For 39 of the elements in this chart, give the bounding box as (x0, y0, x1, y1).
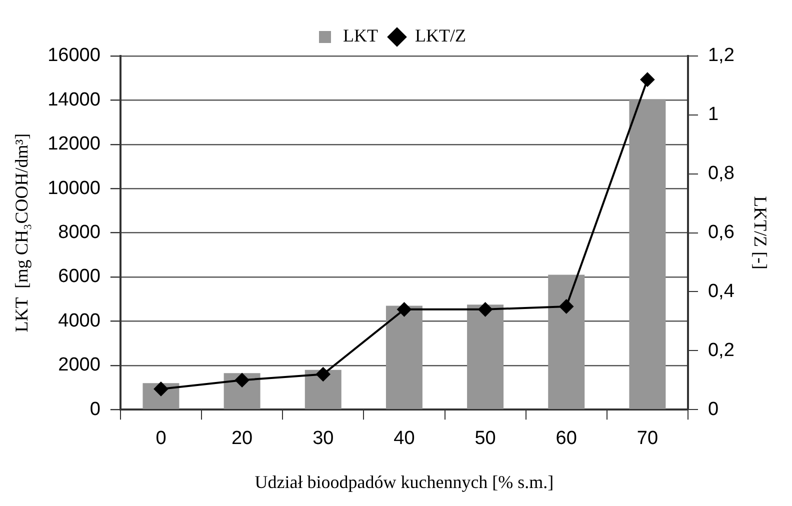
y-tick-label: 16000 (48, 45, 100, 66)
y2-tick-label: 1,2 (708, 45, 734, 66)
x-tick-label: 30 (312, 428, 334, 450)
y-tick-label: 12000 (48, 134, 100, 155)
point (397, 302, 412, 316)
bar (386, 306, 422, 409)
y-tick-label: 2000 (58, 354, 100, 376)
x-tick-label: 70 (636, 428, 658, 450)
x-tick-label: 20 (231, 428, 253, 450)
bar (304, 370, 342, 409)
y2-tick-label: 0,2 (708, 340, 734, 361)
point (640, 72, 654, 87)
x-tick-label: 50 (474, 428, 496, 450)
y-tick-label: 0 (90, 398, 100, 420)
y-axis-title: LKT [mg CH₃COOH/dm³] (12, 133, 32, 332)
x-tick-label: 60 (556, 428, 577, 450)
x-axis-title: Udział bioodpadów kuchennych [% s.m.] (254, 472, 554, 492)
bar (629, 99, 666, 409)
y2-tick-label: 0 (708, 398, 719, 420)
y2-axis-title: LKT/Z [-] (750, 196, 770, 270)
point (316, 367, 330, 382)
point (478, 302, 492, 316)
legend-label: LKT/Z (415, 26, 466, 46)
bar (467, 304, 504, 409)
legend-label: LKT (343, 26, 378, 46)
bar (548, 274, 585, 409)
y2-tick-label: 0,4 (708, 280, 735, 302)
y-tick-label: 8000 (58, 222, 100, 244)
y-tick-label: 14000 (48, 89, 100, 110)
point (235, 373, 250, 388)
y-tick-label: 6000 (58, 266, 100, 288)
x-tick-label: 0 (156, 428, 166, 450)
y-tick-label: 4000 (58, 310, 100, 332)
y-tick-label: 10000 (48, 178, 100, 199)
y2-tick-label: 1 (708, 104, 719, 126)
y2-tick-label: 0,6 (708, 222, 734, 244)
x-tick-label: 40 (394, 428, 415, 450)
y2-tick-label: 0,8 (708, 163, 734, 184)
point (559, 299, 574, 314)
